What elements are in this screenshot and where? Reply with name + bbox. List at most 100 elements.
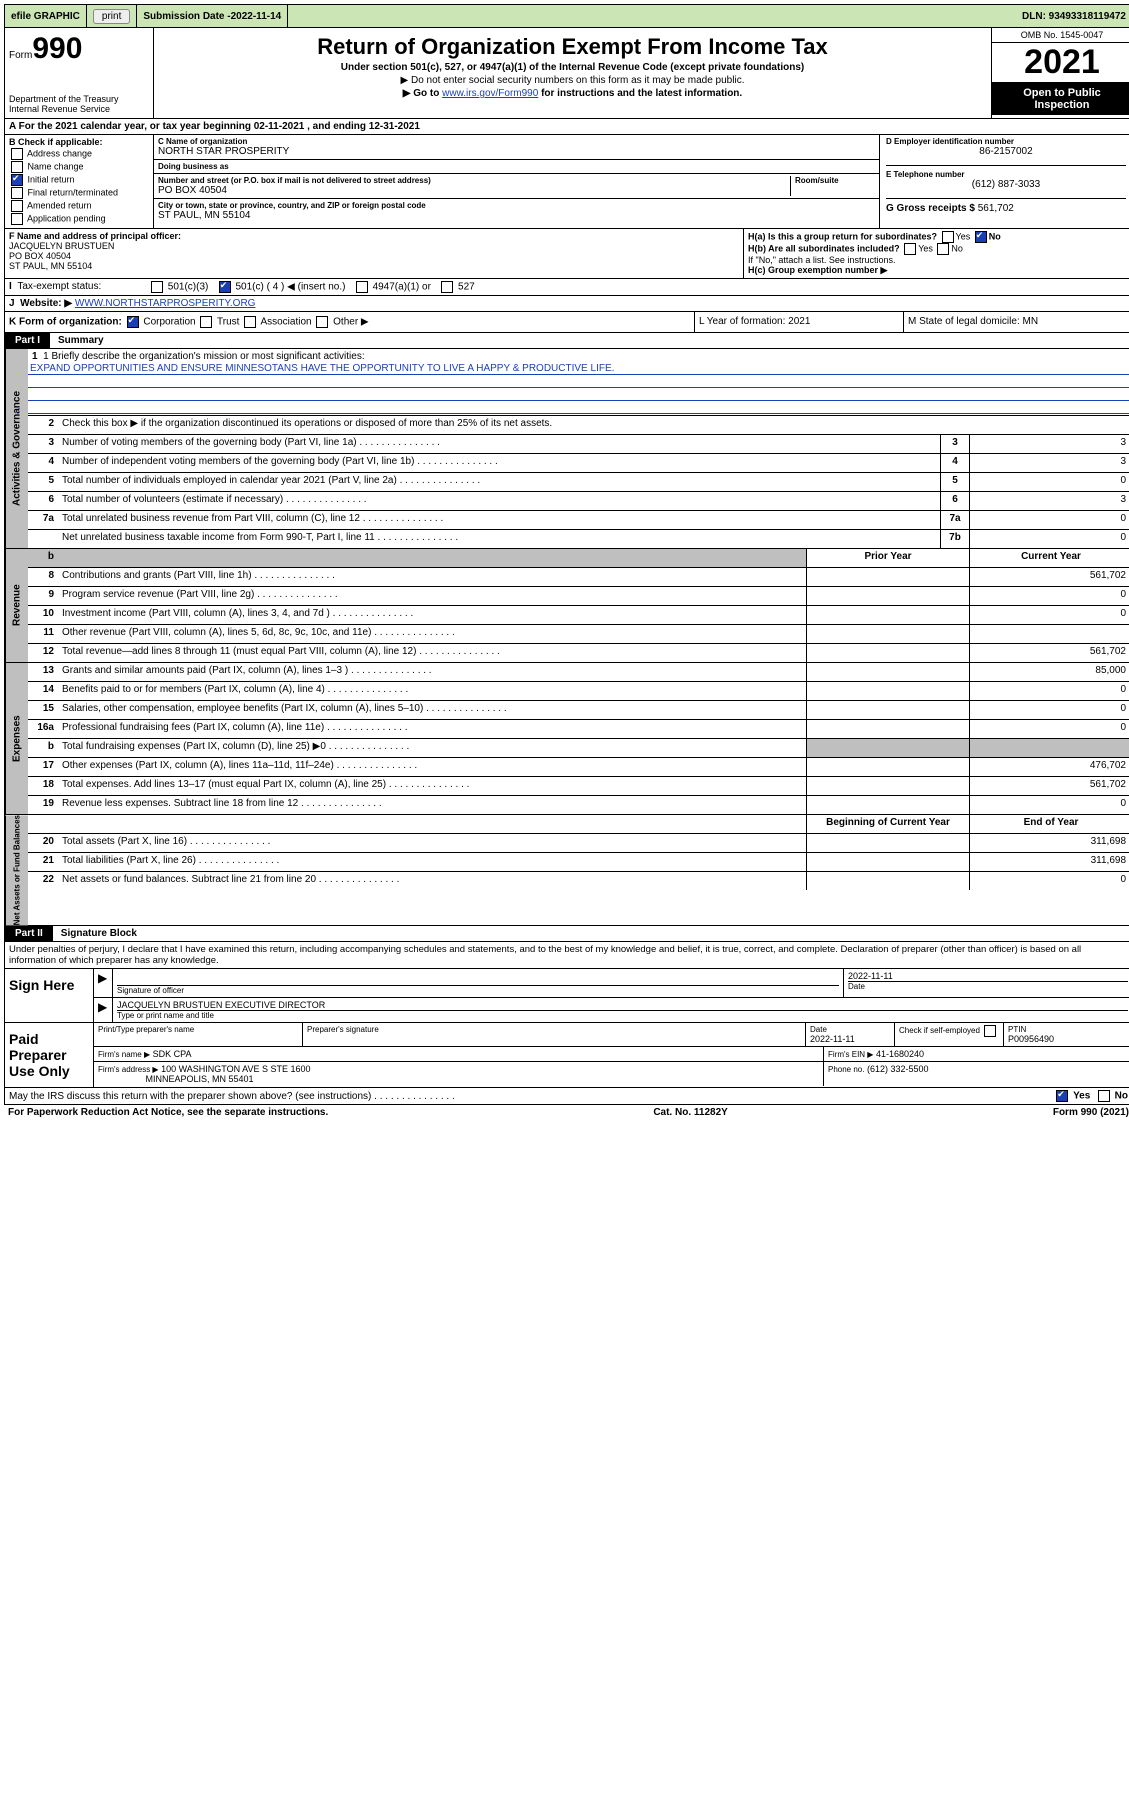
na-line: 20Total assets (Part X, line 16)311,698 (28, 834, 1129, 853)
cb-4947[interactable] (356, 281, 368, 293)
footer-left: For Paperwork Reduction Act Notice, see … (8, 1107, 328, 1118)
dba-label: Doing business as (158, 162, 875, 171)
print-button[interactable]: print (93, 9, 130, 24)
form-number: Form990 (9, 32, 149, 66)
gov-line: 7aTotal unrelated business revenue from … (28, 511, 1129, 530)
form-990: 990 (32, 32, 82, 65)
officer-addr2: ST PAUL, MN 55104 (9, 261, 92, 271)
officer-print-name: JACQUELYN BRUSTUEN EXECUTIVE DIRECTOR (117, 1000, 1128, 1010)
ein-label: D Employer identification number (886, 137, 1126, 146)
note-goto: ▶ Go to www.irs.gov/Form990 for instruct… (160, 88, 985, 99)
page-footer: For Paperwork Reduction Act Notice, see … (4, 1105, 1129, 1120)
cb-self-employed[interactable] (984, 1025, 996, 1037)
room-label: Room/suite (795, 176, 875, 185)
website-link[interactable]: WWW.NORTHSTARPROSPERITY.ORG (75, 298, 256, 309)
hdr-current: Current Year (969, 549, 1129, 567)
cb-final-return[interactable]: Final return/terminated (9, 187, 149, 199)
cb-527[interactable] (441, 281, 453, 293)
org-name: NORTH STAR PROSPERITY (158, 146, 875, 157)
submission-date: Submission Date - 2022-11-14 (137, 5, 288, 27)
line2-desc: Check this box ▶ if the organization dis… (58, 416, 1129, 434)
cb-other[interactable] (316, 316, 328, 328)
cb-app-pending[interactable]: Application pending (9, 213, 149, 225)
open-inspection: Open to Public Inspection (992, 83, 1129, 115)
prep-date: 2022-11-11 (810, 1034, 890, 1044)
cb-trust[interactable] (200, 316, 212, 328)
exp-line: 13Grants and similar amounts paid (Part … (28, 663, 1129, 682)
gov-line: 3Number of voting members of the governi… (28, 435, 1129, 454)
hc-label: H(c) Group exemption number ▶ (748, 265, 887, 275)
na-line: 22Net assets or fund balances. Subtract … (28, 872, 1129, 890)
part2-num: Part II (5, 926, 53, 941)
form-org-label: K Form of organization: (9, 317, 122, 328)
part1-header: Part I Summary (4, 333, 1129, 349)
cb-corp[interactable] (127, 316, 139, 328)
phone-label: E Telephone number (886, 170, 1126, 179)
prep-sig-hdr: Preparer's signature (307, 1025, 801, 1034)
org-name-label: C Name of organization (158, 137, 875, 146)
ha-no-cb[interactable] (975, 231, 987, 243)
section-expenses: Expenses 13Grants and similar amounts pa… (4, 663, 1129, 815)
mission-label: 1 1 Briefly describe the organization's … (28, 349, 1129, 362)
note-ssn: ▶ Do not enter social security numbers o… (160, 75, 985, 86)
cb-irs-yes[interactable] (1056, 1090, 1068, 1102)
print-name-label: Type or print name and title (117, 1010, 1128, 1020)
rev-line: 12Total revenue—add lines 8 through 11 (… (28, 644, 1129, 662)
cb-name-change[interactable]: Name change (9, 161, 149, 173)
col-f: F Name and address of principal officer:… (5, 229, 744, 278)
header-right: OMB No. 1545-0047 2021 Open to Public In… (991, 28, 1129, 118)
firm-addr-lbl: Firm's address ▶ (98, 1065, 159, 1074)
header-mid: Return of Organization Exempt From Incom… (154, 28, 991, 118)
print-cell: print (87, 5, 137, 27)
gov-line: 5Total number of individuals employed in… (28, 473, 1129, 492)
cb-initial-return[interactable]: Initial return (9, 174, 149, 186)
cb-irs-no[interactable] (1098, 1090, 1110, 1102)
na-header: Beginning of Current Year End of Year (28, 815, 1129, 834)
cb-assoc[interactable] (244, 316, 256, 328)
row-a-period: A For the 2021 calendar year, or tax yea… (4, 119, 1129, 135)
arrow-icon-2: ▶ (98, 1000, 107, 1014)
form-header: Form990 Department of the Treasury Inter… (4, 28, 1129, 119)
gov-line: 6Total number of volunteers (estimate if… (28, 492, 1129, 511)
declaration-text: Under penalties of perjury, I declare th… (5, 942, 1129, 968)
hb-label: H(b) Are all subordinates included? (748, 243, 900, 253)
part2-header: Part II Signature Block (4, 926, 1129, 942)
hb-no-cb[interactable] (937, 243, 949, 255)
exp-line: 16aProfessional fundraising fees (Part I… (28, 720, 1129, 739)
cb-501c3[interactable] (151, 281, 163, 293)
hb-yes-cb[interactable] (904, 243, 916, 255)
hdr-beginning: Beginning of Current Year (806, 815, 969, 833)
firm-ein-lbl: Firm's EIN ▶ (828, 1050, 873, 1059)
gross-value: 561,702 (978, 203, 1014, 214)
sig-date-label: Date (848, 981, 1128, 991)
col-deg: D Employer identification number 86-2157… (880, 135, 1129, 228)
omb-number: OMB No. 1545-0047 (992, 28, 1129, 43)
cb-501c[interactable] (219, 281, 231, 293)
footer-right: Form 990 (2021) (1053, 1107, 1129, 1118)
ptin-hdr: PTIN (1008, 1025, 1128, 1034)
rev-line: 8Contributions and grants (Part VIII, li… (28, 568, 1129, 587)
cb-address-change[interactable]: Address change (9, 148, 149, 160)
signature-section: Under penalties of perjury, I declare th… (4, 942, 1129, 1088)
block-identity: B Check if applicable: Address change Na… (4, 135, 1129, 229)
header-left: Form990 Department of the Treasury Inter… (5, 28, 154, 118)
firm-addr2: MINNEAPOLIS, MN 55401 (146, 1074, 254, 1084)
mission-blank3 (28, 402, 1129, 414)
firm-ph-lbl: Phone no. (828, 1065, 864, 1074)
row-klm: K Form of organization: Corporation Trus… (4, 312, 1129, 333)
firm-addr1: 100 WASHINGTON AVE S STE 1600 (161, 1064, 310, 1074)
dept-treasury: Department of the Treasury (9, 94, 149, 104)
row-f-h: F Name and address of principal officer:… (4, 229, 1129, 279)
col-c-org: C Name of organization NORTH STAR PROSPE… (154, 135, 1129, 228)
mission-blank1 (28, 376, 1129, 388)
tax-exempt-label: Tax-exempt status: (17, 281, 101, 292)
irs-link[interactable]: www.irs.gov/Form990 (442, 88, 538, 99)
part2-title: Signature Block (53, 926, 145, 941)
website-label: Website: ▶ (20, 298, 72, 309)
city-value: ST PAUL, MN 55104 (158, 210, 875, 221)
ha-yes-cb[interactable] (942, 231, 954, 243)
cb-amended[interactable]: Amended return (9, 200, 149, 212)
self-emp-hdr: Check if self-employed (895, 1023, 1004, 1046)
mission-blank2 (28, 389, 1129, 401)
rev-body: b Prior Year Current Year 8Contributions… (28, 549, 1129, 662)
